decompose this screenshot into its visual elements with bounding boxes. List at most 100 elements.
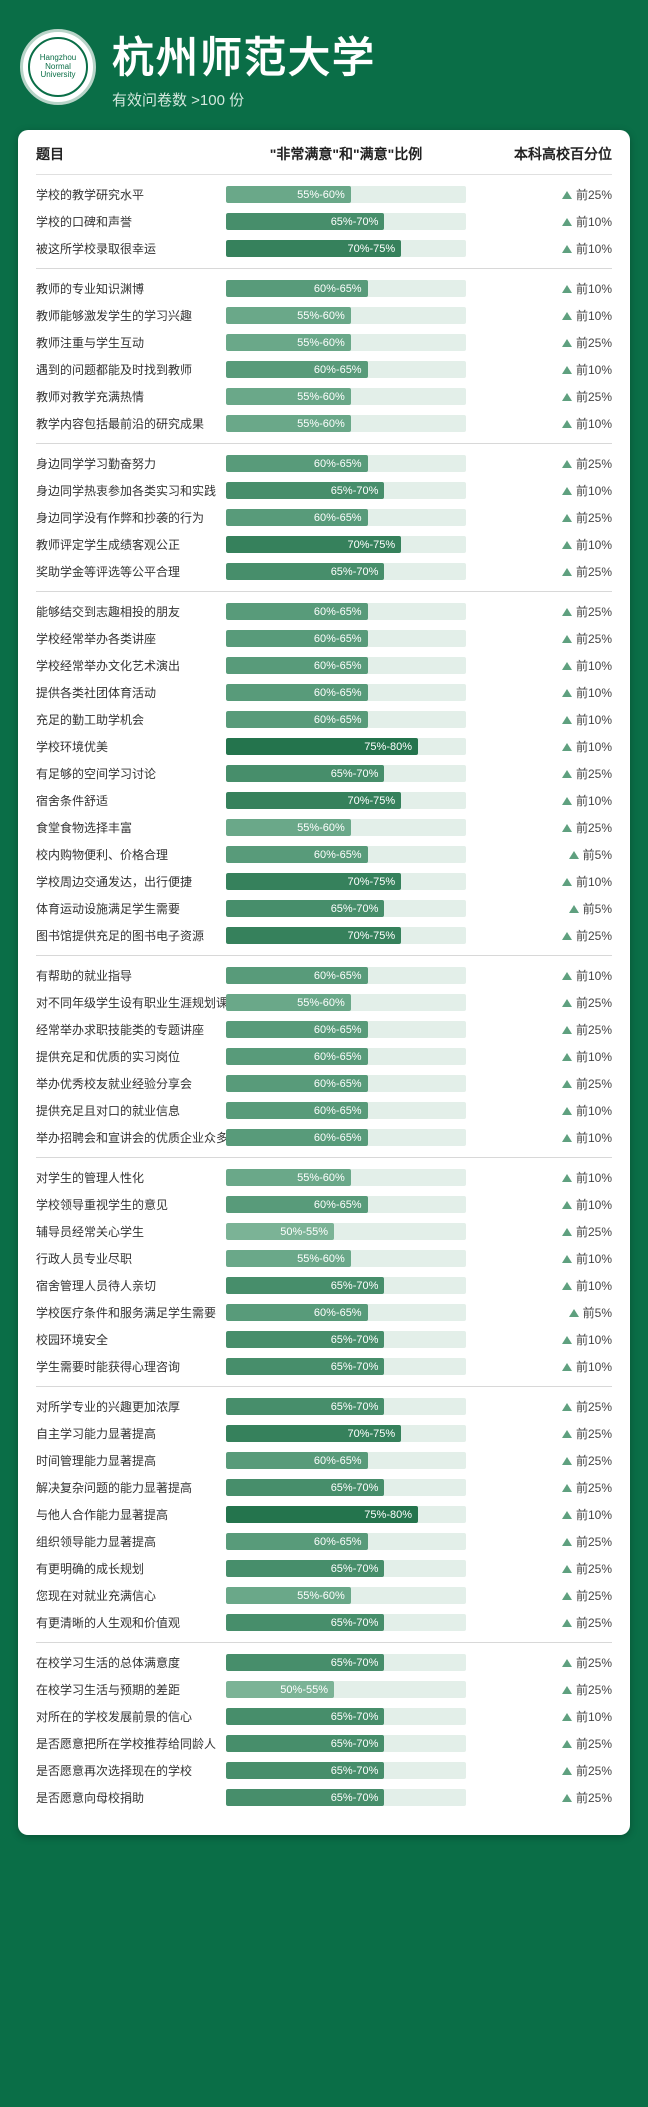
bar-fill: 55%-60% <box>226 388 351 405</box>
table-row: 举办招聘会和宣讲会的优质企业众多60%-65%前10% <box>36 1124 612 1151</box>
bar-label: 60%-65% <box>314 1536 362 1548</box>
row-group: 学校的教学研究水平55%-60%前25%学校的口碑和声誉65%-70%前10%被… <box>36 175 612 269</box>
bar-fill: 70%-75% <box>226 792 401 809</box>
percentile-cell: 前10% <box>466 873 612 890</box>
bar-track: 70%-75% <box>226 792 466 809</box>
table-row: 图书馆提供充足的图书电子资源70%-75%前25% <box>36 922 612 949</box>
bar-label: 60%-65% <box>314 687 362 699</box>
percentile-text: 前10% <box>576 738 612 755</box>
table-row: 身边同学热衷参加各类实习和实践65%-70%前10% <box>36 477 612 504</box>
bar-label: 55%-60% <box>297 391 345 403</box>
bar-label: 55%-60% <box>297 822 345 834</box>
question-label: 充足的勤工助学机会 <box>36 711 226 728</box>
percentile-text: 前25% <box>576 186 612 203</box>
bar-track: 70%-75% <box>226 873 466 890</box>
percentile-text: 前10% <box>576 792 612 809</box>
percentile-text: 前10% <box>576 1331 612 1348</box>
bar-track: 65%-70% <box>226 482 466 499</box>
percentile-text: 前25% <box>576 1614 612 1631</box>
question-label: 学校的口碑和声誉 <box>36 213 226 230</box>
question-label: 教师评定学生成绩客观公正 <box>36 536 226 553</box>
percentile-text: 前10% <box>576 684 612 701</box>
question-label: 教师注重与学生互动 <box>36 334 226 351</box>
bar-fill: 60%-65% <box>226 603 368 620</box>
bar-fill: 65%-70% <box>226 1358 384 1375</box>
bar-fill: 55%-60% <box>226 994 351 1011</box>
triangle-up-icon <box>562 312 572 320</box>
percentile-text: 前25% <box>576 1654 612 1671</box>
row-group: 对所学专业的兴趣更加浓厚65%-70%前25%自主学习能力显著提高70%-75%… <box>36 1387 612 1643</box>
bar-fill: 65%-70% <box>226 1762 384 1779</box>
bar-fill: 60%-65% <box>226 361 368 378</box>
percentile-text: 前10% <box>576 240 612 257</box>
bar-fill: 60%-65% <box>226 1075 368 1092</box>
percentile-text: 前10% <box>576 657 612 674</box>
percentile-cell: 前25% <box>466 509 612 526</box>
triangle-up-icon <box>569 851 579 859</box>
row-group: 教师的专业知识渊博60%-65%前10%教师能够激发学生的学习兴趣55%-60%… <box>36 269 612 444</box>
question-label: 有足够的空间学习讨论 <box>36 765 226 782</box>
bar-fill: 65%-70% <box>226 1398 384 1415</box>
table-row: 教学内容包括最前沿的研究成果55%-60%前10% <box>36 410 612 437</box>
percentile-text: 前10% <box>576 1358 612 1375</box>
triangle-up-icon <box>562 218 572 226</box>
percentile-cell: 前10% <box>466 711 612 728</box>
question-label: 被这所学校录取很幸运 <box>36 240 226 257</box>
question-label: 宿舍条件舒适 <box>36 792 226 809</box>
percentile-text: 前5% <box>583 900 612 917</box>
table-row: 提供各类社团体育活动60%-65%前10% <box>36 679 612 706</box>
bar-label: 65%-70% <box>331 485 379 497</box>
bar-label: 65%-70% <box>331 1617 379 1629</box>
bar-label: 65%-70% <box>331 566 379 578</box>
question-label: 学生需要时能获得心理咨询 <box>36 1358 226 1375</box>
percentile-cell: 前10% <box>466 1331 612 1348</box>
bar-fill: 70%-75% <box>226 873 401 890</box>
bar-track: 65%-70% <box>226 1560 466 1577</box>
triangle-up-icon <box>562 541 572 549</box>
bar-label: 70%-75% <box>347 795 395 807</box>
question-label: 提供充足和优质的实习岗位 <box>36 1048 226 1065</box>
percentile-cell: 前25% <box>466 1789 612 1806</box>
table-row: 对不同年级学生设有职业生涯规划课55%-60%前25% <box>36 989 612 1016</box>
question-label: 辅导员经常关心学生 <box>36 1223 226 1240</box>
bar-track: 65%-70% <box>226 1789 466 1806</box>
question-label: 体育运动设施满足学生需要 <box>36 900 226 917</box>
bar-fill: 70%-75% <box>226 1425 401 1442</box>
bar-fill: 65%-70% <box>226 765 384 782</box>
bar-fill: 55%-60% <box>226 415 351 432</box>
percentile-text: 前25% <box>576 455 612 472</box>
question-label: 校园环境安全 <box>36 1331 226 1348</box>
bar-label: 65%-70% <box>331 903 379 915</box>
table-row: 教师注重与学生互动55%-60%前25% <box>36 329 612 356</box>
table-row: 学校领导重视学生的意见60%-65%前10% <box>36 1191 612 1218</box>
percentile-text: 前25% <box>576 1560 612 1577</box>
bar-fill: 60%-65% <box>226 1196 368 1213</box>
percentile-cell: 前5% <box>466 846 612 863</box>
percentile-text: 前25% <box>576 388 612 405</box>
row-group: 对学生的管理人性化55%-60%前10%学校领导重视学生的意见60%-65%前1… <box>36 1158 612 1387</box>
bar-track: 65%-70% <box>226 1398 466 1415</box>
percentile-cell: 前25% <box>466 1587 612 1604</box>
percentile-text: 前25% <box>576 1762 612 1779</box>
question-label: 遇到的问题都能及时找到教师 <box>36 361 226 378</box>
bar-fill: 65%-70% <box>226 1708 384 1725</box>
bar-fill: 65%-70% <box>226 1479 384 1496</box>
bar-track: 60%-65% <box>226 1304 466 1321</box>
bar-track: 65%-70% <box>226 1358 466 1375</box>
bar-fill: 55%-60% <box>226 1250 351 1267</box>
bar-label: 75%-80% <box>364 741 412 753</box>
bar-label: 65%-70% <box>331 1401 379 1413</box>
table-row: 宿舍管理人员待人亲切65%-70%前10% <box>36 1272 612 1299</box>
bar-fill: 60%-65% <box>226 509 368 526</box>
survey-card: 题目 "非常满意"和"满意"比例 本科高校百分位 学校的教学研究水平55%-60… <box>18 130 630 1835</box>
bar-label: 60%-65% <box>314 660 362 672</box>
row-group: 能够结交到志趣相投的朋友60%-65%前25%学校经常举办各类讲座60%-65%… <box>36 592 612 956</box>
bar-fill: 65%-70% <box>226 1614 384 1631</box>
bar-fill: 60%-65% <box>226 967 368 984</box>
percentile-cell: 前25% <box>466 603 612 620</box>
percentile-cell: 前10% <box>466 1196 612 1213</box>
bar-fill: 75%-80% <box>226 738 418 755</box>
row-group: 身边同学学习勤奋努力60%-65%前25%身边同学热衷参加各类实习和实践65%-… <box>36 444 612 592</box>
percentile-cell: 前25% <box>466 819 612 836</box>
percentile-cell: 前10% <box>466 307 612 324</box>
